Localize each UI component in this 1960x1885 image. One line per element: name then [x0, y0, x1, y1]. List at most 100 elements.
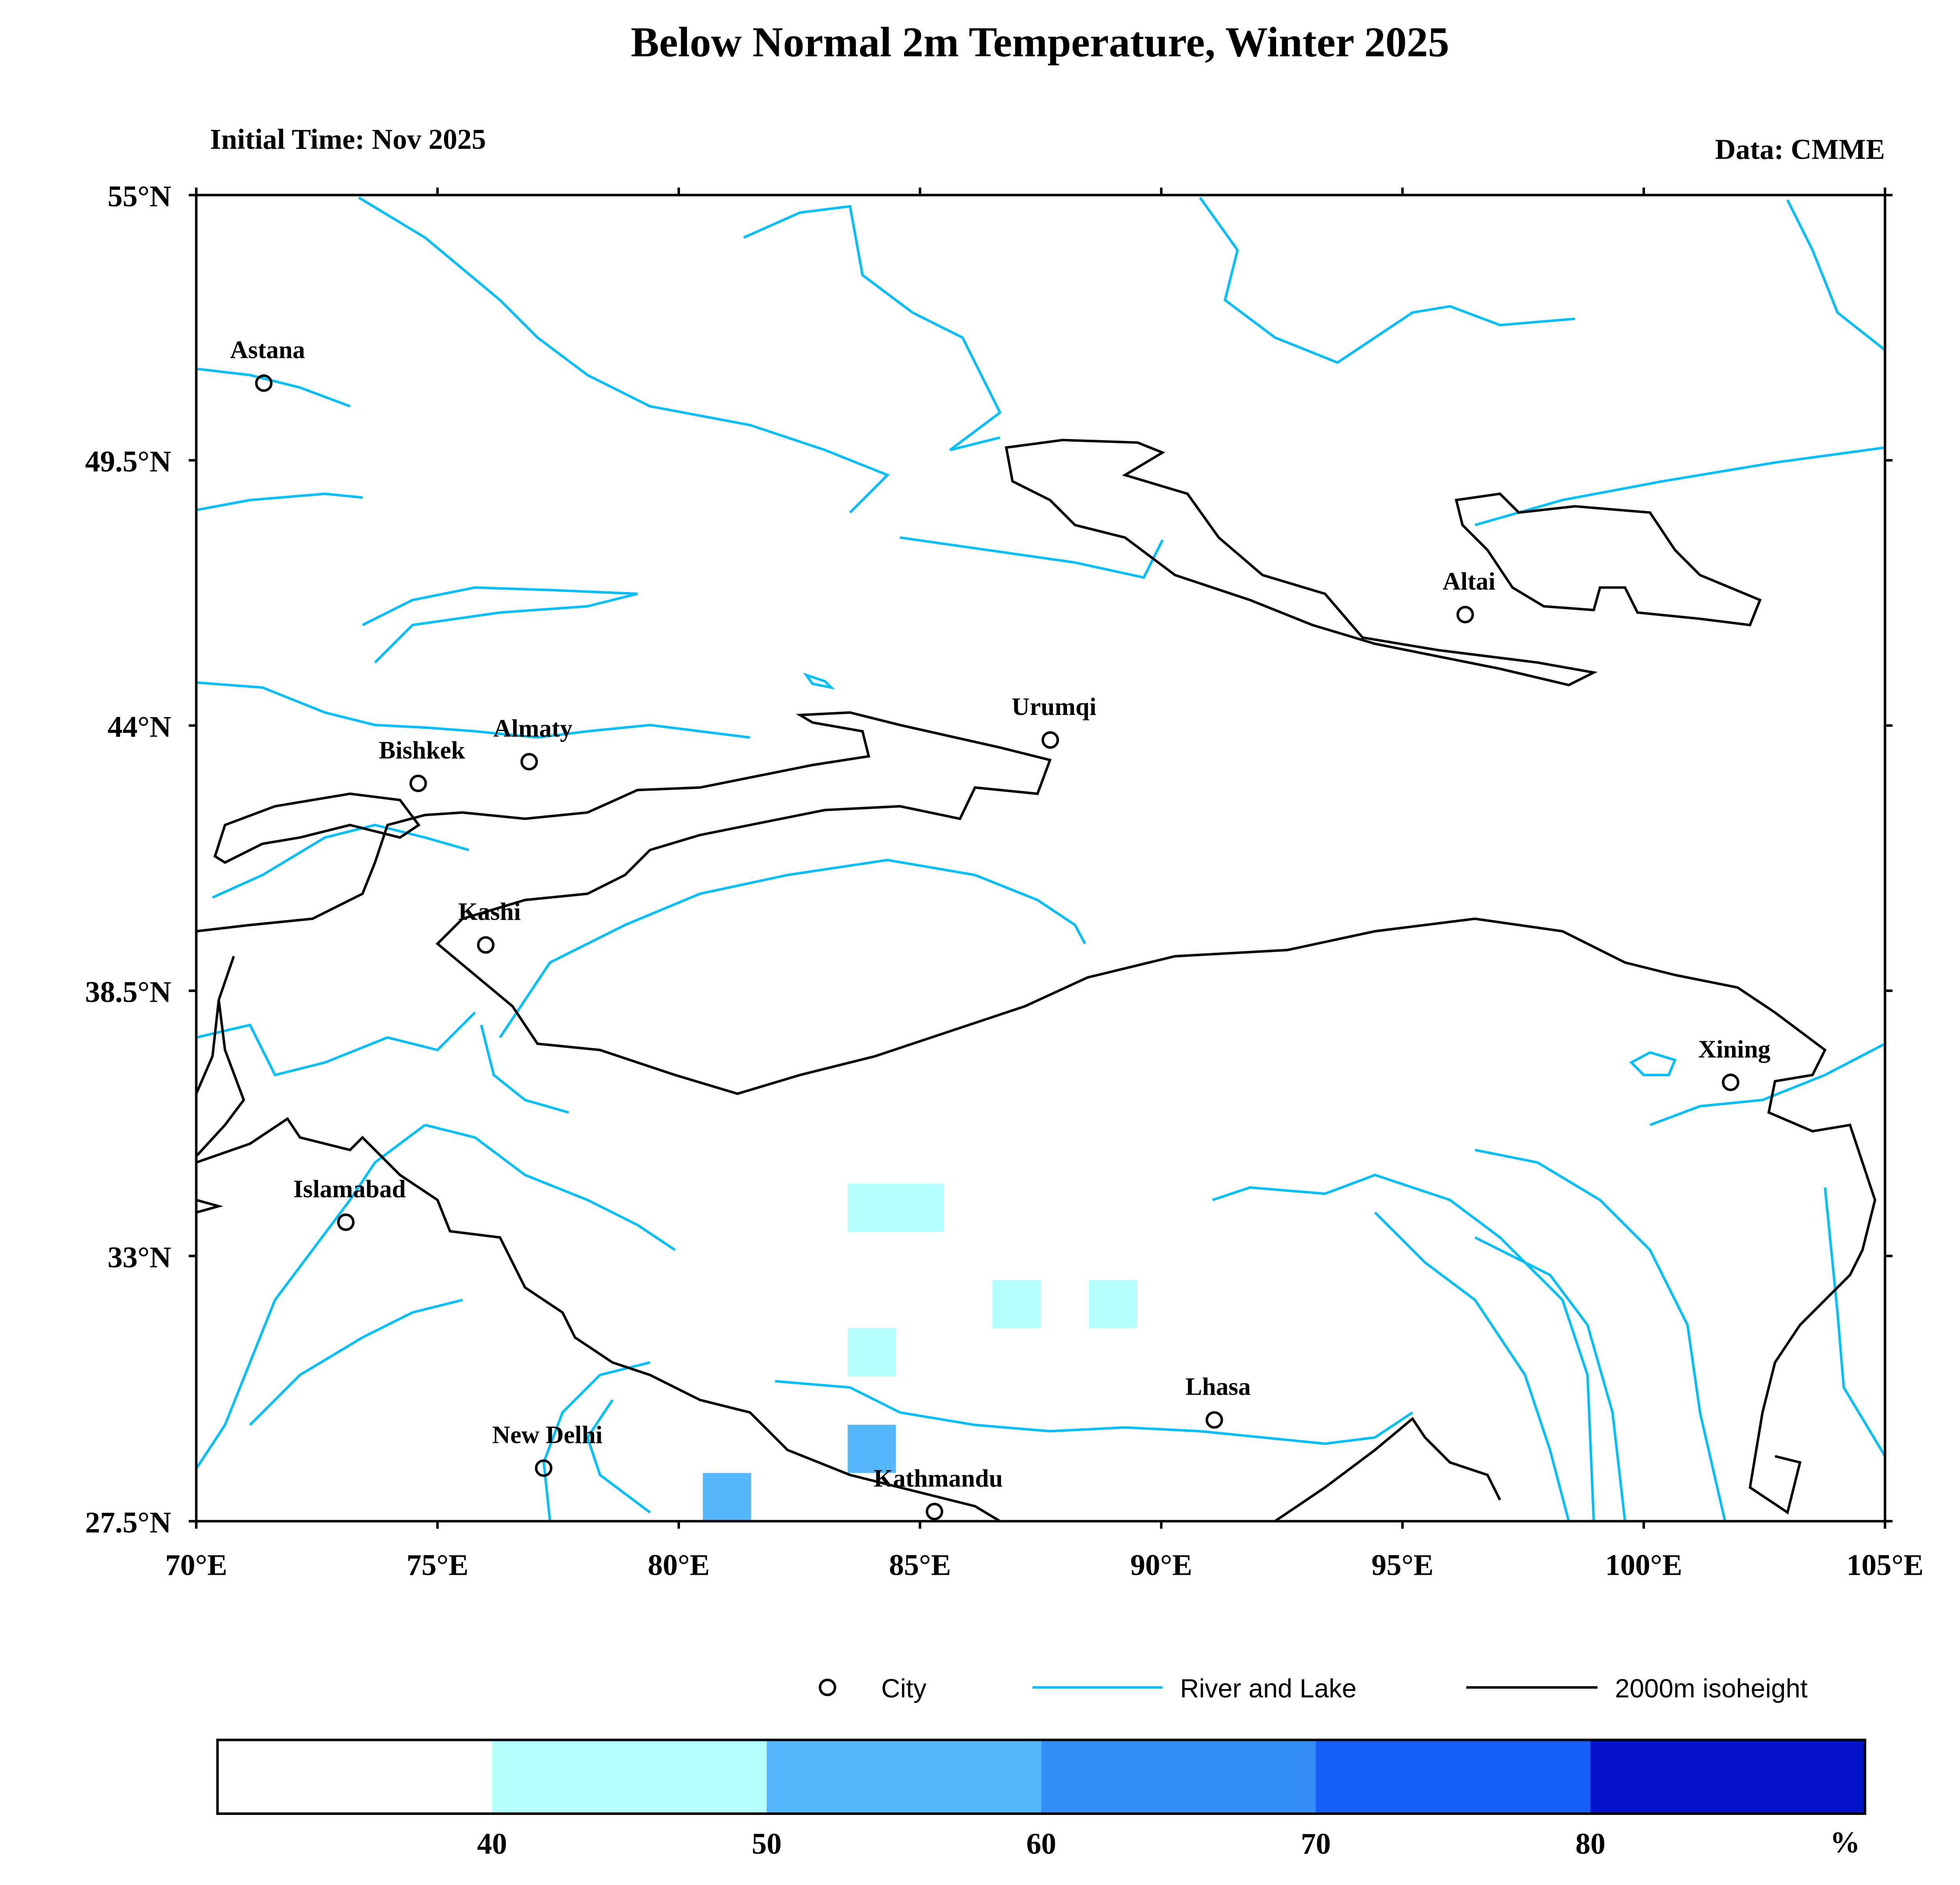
river	[1374, 1211, 1570, 1522]
cities: Astana Altai Urumqi Almaty Bishkek Kashi Xinin…	[230, 336, 1771, 1520]
colorbar-label: 80	[1575, 1827, 1605, 1860]
city-label: Lhasa	[1186, 1372, 1251, 1400]
x-tick-label: 105°E	[1847, 1548, 1924, 1581]
colorbar-label: 60	[1026, 1827, 1056, 1860]
city-label: Kashi	[458, 898, 521, 926]
city-marker	[1041, 731, 1059, 749]
city-marker	[535, 1459, 552, 1477]
river	[1823, 1187, 1886, 1457]
city-marker	[926, 1503, 943, 1520]
probability-cells	[703, 1183, 1137, 1521]
city-label: Islamabad	[293, 1175, 406, 1203]
river	[424, 1124, 676, 1251]
y-tick-label: 38.5°N	[85, 976, 171, 1009]
probability-cell	[847, 1328, 896, 1377]
x-axis: 70°E 75°E 80°E 85°E 90°E 95°E 100°E 105°E	[165, 187, 1924, 1581]
colorbar-unit: %	[1830, 1826, 1860, 1859]
river	[1649, 1042, 1886, 1126]
city-marker	[520, 753, 538, 770]
city-label: Urumqi	[1011, 693, 1096, 720]
y-tick-label: 55°N	[107, 180, 171, 213]
x-tick-label: 90°E	[1130, 1548, 1192, 1581]
isoheight-contour	[196, 1198, 224, 1214]
city-marker	[1205, 1411, 1223, 1429]
colorbar-label: 70	[1301, 1827, 1331, 1860]
initial-time-label: Initial Time: Nov 2025	[210, 123, 486, 155]
colorbar-segment	[1315, 1740, 1591, 1814]
isoheight-contour	[196, 1117, 1001, 1522]
river	[196, 1011, 476, 1077]
river	[1475, 1148, 1727, 1522]
y-tick-label: 44°N	[107, 710, 171, 743]
colorbar-label: 50	[752, 1827, 782, 1860]
city-marker	[477, 936, 495, 954]
probability-cell	[847, 1424, 896, 1473]
isoheight-contour	[1274, 1417, 1501, 1522]
probability-cell	[703, 1473, 751, 1521]
river	[196, 367, 351, 408]
colorbar-segment	[1590, 1740, 1866, 1814]
city-label: Xining	[1698, 1035, 1771, 1063]
colorbar-segment	[767, 1740, 1042, 1814]
colorbar-segment	[492, 1740, 767, 1814]
river	[1199, 197, 1575, 364]
river	[775, 1380, 1413, 1445]
probability-cell	[1089, 1280, 1137, 1328]
city-marker	[1722, 1074, 1740, 1091]
y-tick-label: 27.5°N	[85, 1506, 171, 1539]
river	[358, 196, 890, 514]
city-label: Astana	[230, 336, 305, 364]
legend-river-label: River and Lake	[1180, 1674, 1356, 1704]
colorbar-segment	[217, 1740, 493, 1814]
isoheight-contour	[1454, 492, 1762, 627]
isoheight-contour	[196, 711, 1877, 1515]
river	[1474, 1236, 1627, 1522]
city-label: New Delhi	[492, 1421, 602, 1449]
rivers-and-lakes	[195, 196, 1886, 1522]
isoheight-2000m	[195, 439, 1877, 1522]
colorbar-label: 40	[477, 1827, 507, 1860]
city-marker	[255, 374, 273, 392]
river	[499, 859, 1086, 1039]
river	[249, 1298, 463, 1426]
river	[196, 681, 750, 739]
colorbar-frame	[216, 1739, 1866, 1815]
isoheight-contour	[1004, 439, 1598, 687]
plot-frame	[195, 194, 1886, 1523]
city-label: Almaty	[493, 714, 572, 742]
isoheight-contour	[195, 955, 245, 1157]
y-axis: 55°N 49.5°N 44°N 38.5°N 33°N 27.5°N	[85, 180, 1893, 1539]
lake	[803, 672, 835, 690]
river	[586, 1399, 651, 1514]
river	[196, 493, 363, 511]
colorbar: 40 50 60 70 80	[216, 1739, 1866, 1860]
probability-cell	[992, 1280, 1041, 1328]
x-tick-label: 70°E	[165, 1548, 227, 1581]
x-tick-label: 80°E	[648, 1548, 710, 1581]
x-tick-label: 95°E	[1371, 1548, 1433, 1581]
colorbar-segment	[1041, 1740, 1317, 1814]
city-marker	[337, 1213, 355, 1231]
city-marker	[1456, 605, 1474, 624]
city-legend-marker	[819, 1678, 836, 1696]
data-source-label: Data: CMME	[1715, 133, 1885, 165]
river	[743, 205, 1002, 452]
legend: City River and Lake 2000m isoheight	[819, 1674, 1808, 1704]
city-label: Bishkek	[379, 736, 465, 764]
city-label: Altai	[1443, 567, 1495, 595]
legend-city-label: City	[881, 1674, 926, 1704]
isoheight-contour	[213, 792, 421, 864]
x-tick-label: 75°E	[406, 1548, 468, 1581]
lake	[1629, 1051, 1677, 1076]
river	[900, 536, 1164, 579]
river	[542, 1361, 650, 1522]
chart-title: Below Normal 2m Temperature, Winter 2025	[631, 19, 1449, 66]
y-tick-label: 49.5°N	[85, 445, 171, 478]
city-marker	[409, 774, 427, 793]
river	[195, 1124, 426, 1470]
river	[212, 824, 469, 899]
river	[480, 1024, 569, 1114]
legend-isoheight-label: 2000m isoheight	[1615, 1674, 1808, 1704]
x-tick-label: 100°E	[1605, 1548, 1682, 1581]
